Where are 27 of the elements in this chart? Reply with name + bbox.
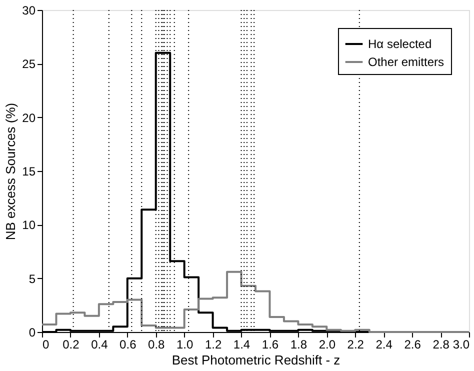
x-tick-label: 1.2 — [204, 338, 222, 352]
x-tick-label: 1.0 — [176, 338, 194, 352]
x-tick-label: 2.8 — [432, 338, 450, 352]
y-tick-label: 30 — [22, 4, 36, 18]
y-tick-label: 10 — [22, 218, 36, 232]
y-axis-title: NB excess Sources (%) — [3, 102, 18, 240]
x-tick-label: 1.4 — [233, 338, 250, 352]
x-tick-label: 0.4 — [91, 338, 108, 352]
y-tick-label: 15 — [22, 164, 36, 178]
legend-label: Hα selected — [368, 37, 432, 51]
x-tick-label: 0 — [42, 338, 50, 352]
y-tick-label: 5 — [28, 272, 36, 286]
x-tick-label: 2.6 — [404, 338, 422, 352]
x-tick-label: 1.8 — [290, 338, 308, 352]
y-tick-label: 0 — [28, 326, 36, 340]
y-tick-label: 20 — [22, 110, 36, 125]
x-tick-label: 0.8 — [148, 338, 166, 352]
y-tick-label: 25 — [22, 57, 36, 72]
x-tick-label: 2.4 — [376, 338, 393, 352]
legend-label: Other emitters — [368, 55, 444, 69]
x-tick-label: 2.2 — [347, 338, 364, 352]
x-tick-label: 2.0 — [318, 338, 336, 352]
x-tick-label: 0.6 — [120, 338, 137, 352]
x-tick-label: 0.2 — [62, 338, 80, 352]
x-tick-label: 3.0 — [452, 338, 470, 352]
x-axis-title: Best Photometric Redshift - z — [172, 352, 340, 368]
x-tick-label: 1.6 — [262, 338, 279, 352]
